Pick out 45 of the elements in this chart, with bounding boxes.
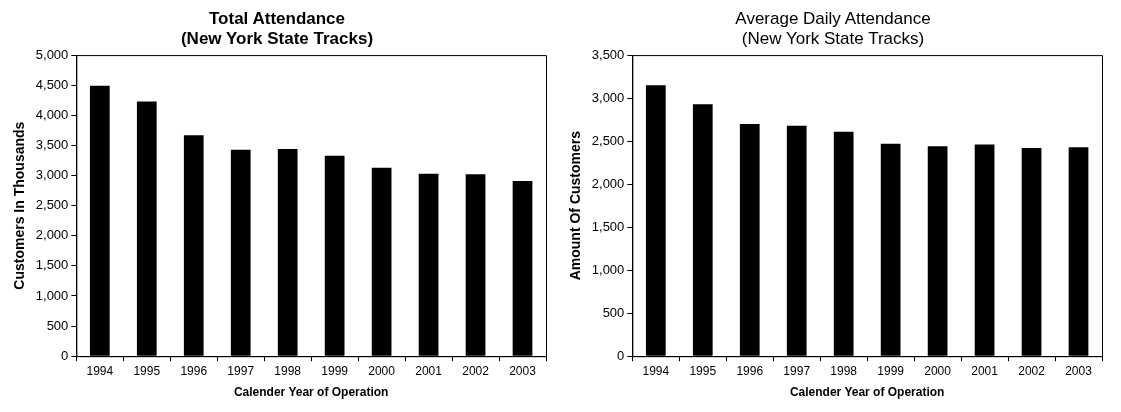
y-tick-label: 4,000 (35, 106, 69, 122)
x-tick-label: 2003 (509, 363, 537, 378)
y-tick-label: 0 (61, 347, 69, 363)
x-tick-label: 1998 (830, 363, 858, 378)
x-tick-label: 1994 (642, 363, 670, 378)
y-tick-label: 2,000 (591, 175, 625, 191)
y-tick-label: 500 (46, 317, 69, 333)
y-tick-label: 3,000 (35, 167, 69, 183)
y-tick-label: 1,000 (591, 261, 625, 277)
y-tick-label: 2,500 (591, 132, 625, 148)
x-tick-label: 1999 (877, 363, 905, 378)
x-tick-label: 2001 (415, 363, 443, 378)
y-tick-label: 1,500 (35, 257, 69, 273)
chart-title: Average Daily Attendance (New York State Tracks) (735, 9, 931, 49)
x-axis-title: Calender Year of Operation (789, 385, 945, 400)
x-tick-label: 1995 (689, 363, 717, 378)
y-tick-label: 3,500 (35, 137, 69, 153)
x-tick-label: 2000 (368, 363, 396, 378)
x-tick-label: 2001 (971, 363, 999, 378)
y-tick-label: 2,000 (35, 227, 69, 243)
y-tick-label: 5,000 (35, 46, 69, 62)
y-tick-label: 500 (602, 304, 625, 320)
x-tick-label: 2000 (924, 363, 952, 378)
chart-title: Total Attendance (New York State Tracks) (180, 9, 374, 49)
y-tick-label: 3,000 (591, 89, 625, 105)
x-tick-label: 1996 (736, 363, 764, 378)
y-tick-label: 0 (617, 347, 625, 363)
x-tick-label: 1995 (133, 363, 161, 378)
x-tick-label: 2002 (1018, 363, 1046, 378)
y-axis-title: Customers In Thousands (11, 121, 28, 290)
x-tick-label: 1997 (227, 363, 255, 378)
y-tick-label: 3,500 (591, 46, 625, 62)
y-tick-label: 4,500 (35, 76, 69, 92)
x-tick-label: 2003 (1065, 363, 1093, 378)
x-tick-label: 1998 (274, 363, 302, 378)
x-tick-label: 1994 (86, 363, 114, 378)
y-tick-label: 1,500 (591, 218, 625, 234)
y-tick-label: 1,000 (35, 287, 69, 303)
x-tick-label: 2002 (462, 363, 490, 378)
y-axis-title: Amount Of Customers (567, 130, 584, 281)
y-tick-label: 2,500 (35, 197, 69, 213)
x-tick-label: 1996 (180, 363, 208, 378)
x-tick-label: 1997 (783, 363, 811, 378)
x-tick-label: 1999 (321, 363, 349, 378)
x-axis-title: Calender Year of Operation (233, 385, 389, 400)
